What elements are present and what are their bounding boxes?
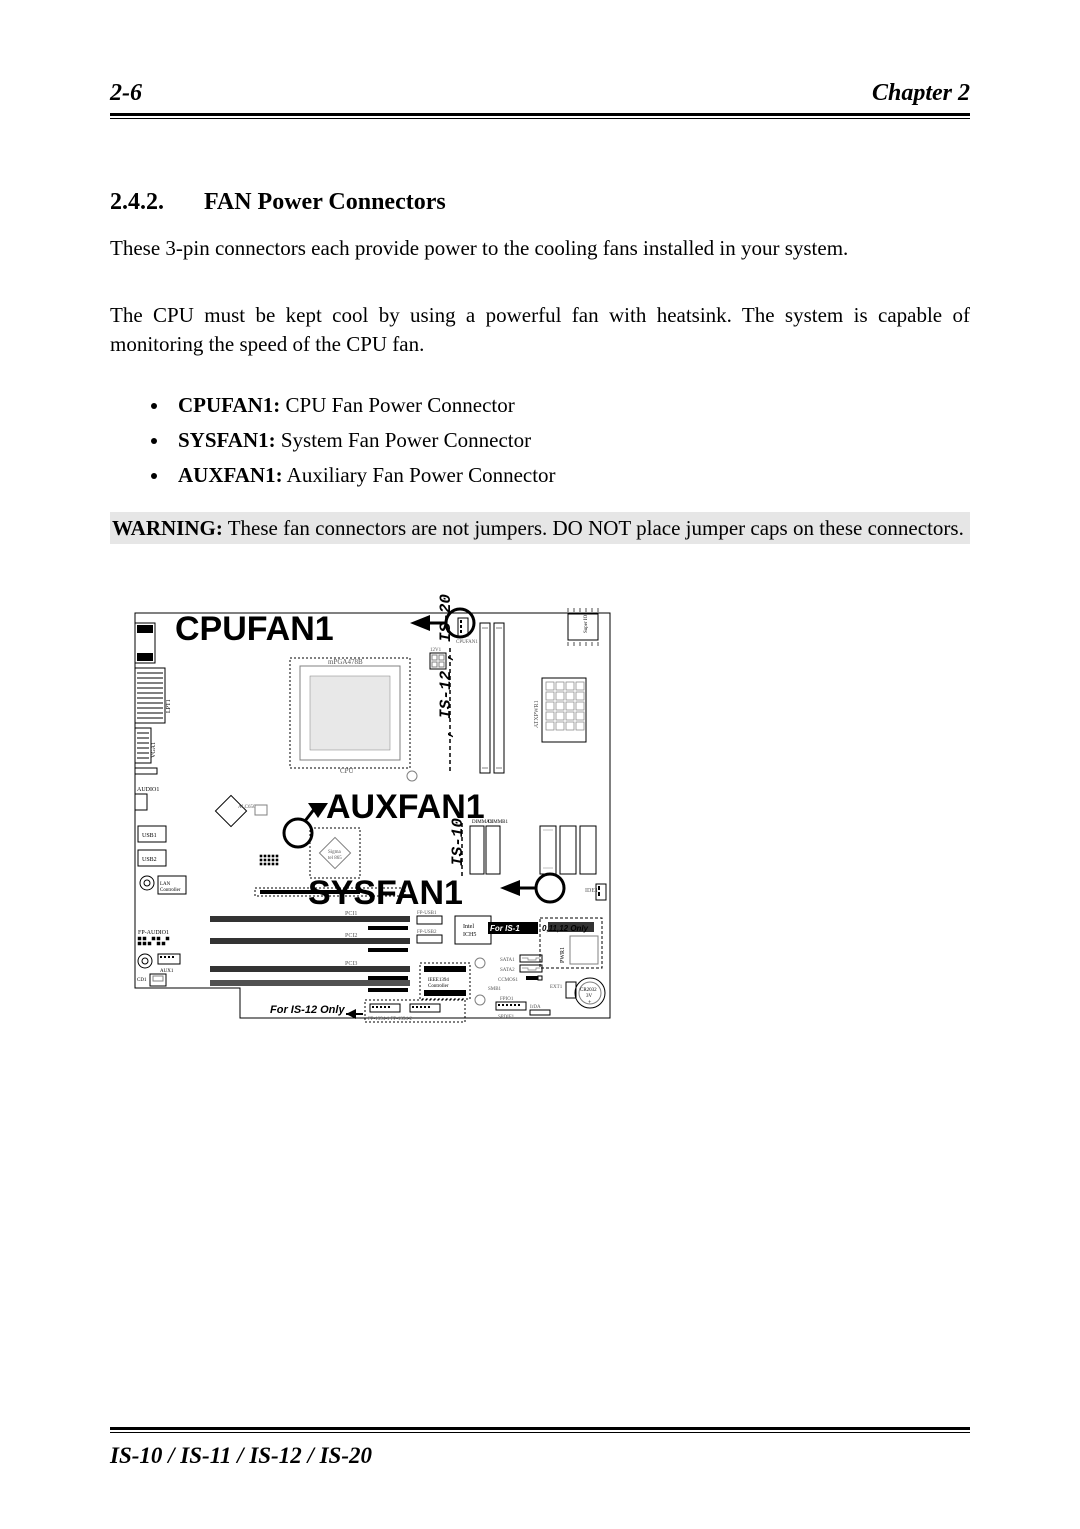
cd1-label: CD1 xyxy=(137,978,147,983)
bullet-text: Auxiliary Fan Power Connector xyxy=(283,463,556,487)
sata2-label: SATA2 xyxy=(500,968,515,973)
warning-text: These fan connectors are not jumpers. DO… xyxy=(223,516,964,540)
bullet-item: CPUFAN1: CPU Fan Power Connector xyxy=(170,393,970,418)
pci2-label: PCI2 xyxy=(345,933,357,939)
page: 2-6 Chapter 2 2.4.2. FAN Power Connector… xyxy=(0,0,1080,1529)
ccmos-label: CCMOS1 xyxy=(498,978,519,983)
page-header: 2-6 Chapter 2 xyxy=(110,80,970,107)
fpio-label: FPIO1 xyxy=(500,997,514,1002)
note-bottom: For IS-12 Only xyxy=(270,1004,345,1016)
bullet-item: SYSFAN1: System Fan Power Connector xyxy=(170,428,970,453)
pci3-label: PCI3 xyxy=(345,961,357,967)
usb1-label: USB1 xyxy=(142,833,157,839)
paragraph-2: The CPU must be kept cool by using a pow… xyxy=(110,301,970,358)
note-right-a: For IS-1 xyxy=(490,924,520,933)
ieee-label: IEEE1394 xyxy=(428,978,449,983)
fp1394-label: FP-1394-1 FP-1394-2 xyxy=(368,1017,413,1022)
fpusb2-label: FP-USB2 xyxy=(417,930,437,935)
batt1-label: CR2032 xyxy=(580,988,597,993)
bullet-list: CPUFAN1: CPU Fan Power Connector SYSFAN1… xyxy=(110,393,970,498)
cpufan-pin-label: CPUFAN1 xyxy=(456,640,478,645)
callout-text: SYSFAN1 xyxy=(308,874,463,912)
alc-label: ALC650 xyxy=(238,805,256,810)
lan2-label: Controller xyxy=(160,888,181,893)
section-heading: 2.4.2. FAN Power Connectors xyxy=(110,189,970,216)
note-right-b: 0,11,12 Only xyxy=(542,924,589,933)
tel-label: tel 865 xyxy=(328,856,342,861)
sigma-label: Sigma xyxy=(328,850,342,855)
section-title: FAN Power Connectors xyxy=(204,189,446,216)
lpt1-label: LPT1 xyxy=(166,700,172,714)
page-footer: IS-10 / IS-11 / IS-12 / IS-20 xyxy=(110,1427,970,1469)
bullet-text: CPU Fan Power Connector xyxy=(280,393,515,417)
usb2-label: USB2 xyxy=(142,857,157,863)
ich5-label: ICH5 xyxy=(463,932,476,938)
batt2-label: 3V xyxy=(586,994,593,999)
bullet-label: AUXFAN1: xyxy=(178,463,283,487)
aux1-label: AUX1 xyxy=(160,969,174,974)
bullet-label: CPUFAN1: xyxy=(178,393,280,417)
paragraph-1: These 3-pin connectors each provide powe… xyxy=(110,234,970,262)
header-page-number: 2-6 xyxy=(110,80,142,107)
motherboard-diagram: LPT1 VGA1 AUDIO1 USB1 USB2 LAN Controlle… xyxy=(110,568,630,1028)
svg-text:IrDA: IrDA xyxy=(530,1005,541,1010)
superio-label: Super IO xyxy=(584,615,589,634)
sata1-label: SATA1 xyxy=(500,958,515,963)
warning-label: WARNING: xyxy=(112,516,223,540)
lan-label: LAN xyxy=(160,882,171,887)
ieee2-label: Controller xyxy=(428,984,449,989)
fpaudio-label: FP-AUDIO1 xyxy=(138,930,169,936)
pwr-label: PWR1 xyxy=(560,947,566,963)
warning-box: WARNING: These fan connectors are not ju… xyxy=(110,512,970,544)
footer-rule xyxy=(110,1427,970,1433)
bullet-label: SYSFAN1: xyxy=(178,428,276,452)
audio1-label: AUDIO1 xyxy=(137,787,159,793)
vertical-is-label-2: IS-10 xyxy=(449,818,467,866)
footer-text: IS-10 / IS-11 / IS-12 / IS-20 xyxy=(110,1443,970,1469)
callout-text: CPUFAN1 xyxy=(175,610,334,648)
cpu-label: CPU xyxy=(340,767,354,775)
smb-label: SMB1 xyxy=(488,987,502,992)
svg-text:DIMMB1: DIMMB1 xyxy=(488,820,509,825)
vga1-label: VGA1 xyxy=(151,742,157,758)
figure: LPT1 VGA1 AUDIO1 USB1 USB2 LAN Controlle… xyxy=(110,568,970,1028)
bullet-item: AUXFAN1: Auxiliary Fan Power Connector xyxy=(170,463,970,488)
atxpwr-label: ATXPWR1 xyxy=(534,701,540,729)
bullet-text: System Fan Power Connector xyxy=(276,428,531,452)
spdif-label: SPDIF1 xyxy=(498,1015,515,1020)
vertical-is-label: , IS-12 , IS-20 xyxy=(437,594,455,738)
socket-label: mPGA478B xyxy=(328,658,363,666)
ext1-label: EXT1 xyxy=(550,985,563,990)
header-rule xyxy=(110,113,970,119)
intel-label: Intel xyxy=(463,924,474,930)
header-chapter: Chapter 2 xyxy=(872,80,970,107)
section-number: 2.4.2. xyxy=(110,189,164,216)
